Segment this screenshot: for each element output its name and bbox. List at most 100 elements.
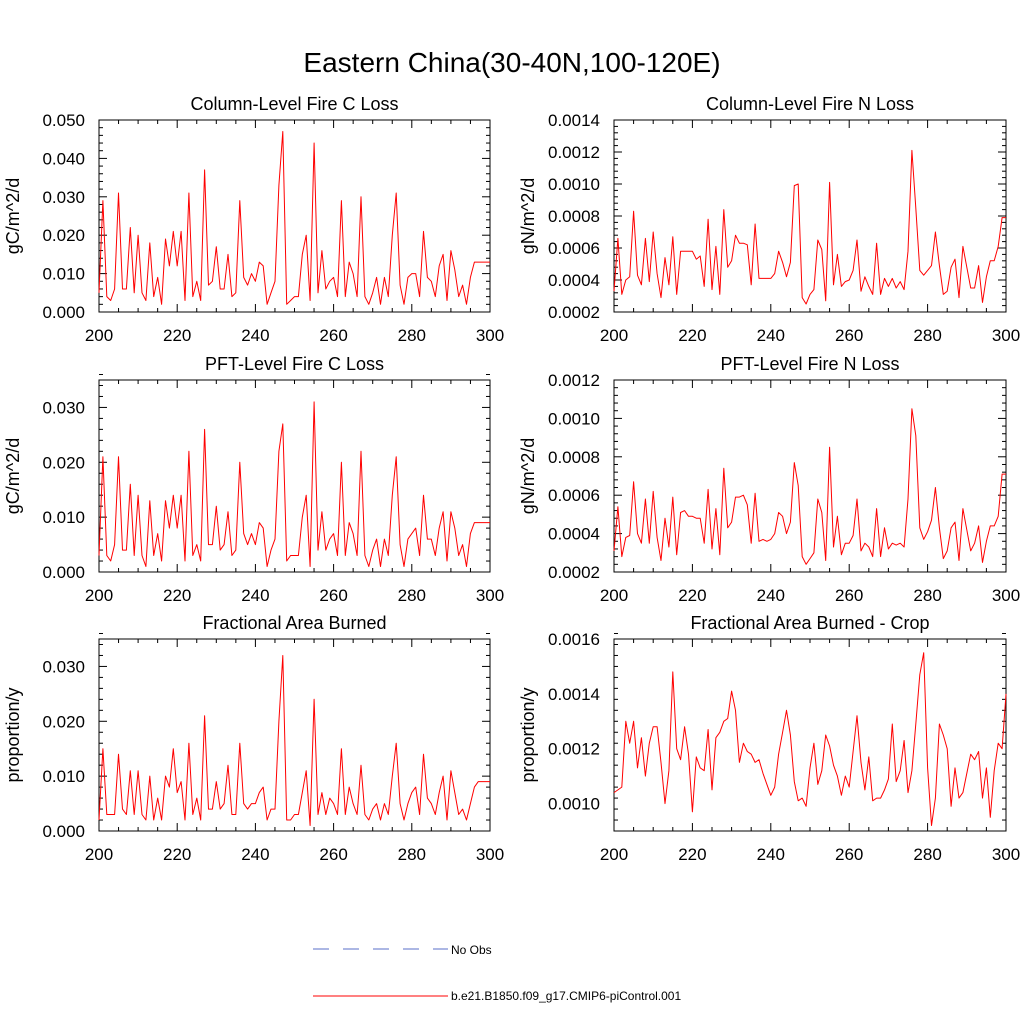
- x-tick-label: 280: [913, 326, 941, 345]
- y-tick-label: 0.0002: [548, 563, 600, 582]
- plot-frame: [98, 638, 491, 832]
- chart-panel: Column-Level Fire C Loss gC/m^2/d 200 220 24…: [3, 94, 504, 345]
- x-tick-label: 200: [600, 326, 628, 345]
- y-tick-label: 0.050: [42, 111, 85, 130]
- legend: No Obs b.e21.B1850.f09_g17.CMIP6-piContr…: [313, 943, 681, 1003]
- y-tick-label: 0.000: [42, 822, 85, 841]
- y-tick-label: 0.0010: [548, 409, 600, 428]
- chart-panel: PFT-Level Fire N Loss gN/m^2/d 200 220 240 26…: [518, 354, 1020, 605]
- chart-panel: Fractional Area Burned proportion/y 200 220…: [3, 613, 504, 864]
- series-line-model: [98, 401, 490, 567]
- y-axis-label: proportion/y: [3, 687, 23, 782]
- x-tick-label: 260: [319, 326, 347, 345]
- y-tick-label: 0.0002: [548, 303, 600, 322]
- y-tick-label: 0.000: [42, 303, 85, 322]
- x-tick-label: 300: [476, 586, 504, 605]
- x-tick-label: 260: [835, 586, 863, 605]
- x-tick-label: 300: [992, 845, 1020, 864]
- x-tick-label: 240: [241, 586, 269, 605]
- panel-title: Column-Level Fire C Loss: [190, 94, 398, 114]
- y-tick-label: 0.040: [42, 149, 85, 168]
- y-tick-label: 0.0006: [548, 239, 600, 258]
- panel-title: Column-Level Fire N Loss: [706, 94, 914, 114]
- plot-frame: [613, 379, 1007, 573]
- y-tick-label: 0.0010: [548, 795, 600, 814]
- x-tick-label: 240: [241, 845, 269, 864]
- series-line-model: [613, 652, 1007, 826]
- x-tick-label: 240: [757, 845, 785, 864]
- y-axis-label: gN/m^2/d: [518, 438, 538, 514]
- y-tick-label: 0.010: [42, 508, 85, 527]
- panels: Column-Level Fire C Loss gC/m^2/d 200 220 24…: [3, 94, 1020, 864]
- y-tick-label: 0.020: [42, 712, 85, 731]
- series-line-model: [98, 131, 490, 305]
- x-tick-label: 220: [678, 326, 706, 345]
- x-tick-label: 300: [476, 845, 504, 864]
- y-tick-label: 0.030: [42, 657, 85, 676]
- y-tick-label: 0.0014: [548, 685, 600, 704]
- y-tick-label: 0.030: [42, 188, 85, 207]
- y-tick-label: 0.0012: [548, 740, 600, 759]
- x-tick-label: 220: [678, 586, 706, 605]
- series-line-model: [98, 655, 490, 826]
- panel-title: Fractional Area Burned - Crop: [690, 613, 929, 633]
- y-tick-label: 0.020: [42, 226, 85, 245]
- y-tick-label: 0.000: [42, 563, 85, 582]
- x-tick-label: 240: [757, 586, 785, 605]
- x-tick-label: 220: [163, 326, 191, 345]
- y-axis-label: gC/m^2/d: [3, 178, 23, 254]
- plot-frame: [613, 638, 1007, 832]
- y-tick-label: 0.0004: [548, 271, 600, 290]
- y-tick-label: 0.0004: [548, 525, 600, 544]
- y-tick-label: 0.0014: [548, 111, 600, 130]
- y-tick-label: 0.0006: [548, 486, 600, 505]
- x-tick-label: 260: [319, 586, 347, 605]
- x-tick-label: 260: [835, 326, 863, 345]
- x-tick-label: 280: [398, 326, 426, 345]
- x-tick-label: 200: [600, 845, 628, 864]
- chart-panel: Column-Level Fire N Loss gN/m^2/d 200 220 24…: [518, 94, 1020, 345]
- x-tick-label: 300: [992, 326, 1020, 345]
- x-tick-label: 200: [85, 845, 113, 864]
- y-tick-label: 0.010: [42, 265, 85, 284]
- x-tick-label: 300: [992, 586, 1020, 605]
- panel-title: PFT-Level Fire C Loss: [205, 354, 384, 374]
- series-line-model: [613, 149, 1006, 305]
- x-tick-label: 280: [913, 586, 941, 605]
- y-tick-label: 0.020: [42, 453, 85, 472]
- y-tick-label: 0.030: [42, 398, 85, 417]
- legend-model-label: b.e21.B1850.f09_g17.CMIP6-piControl.001: [451, 989, 681, 1003]
- x-tick-label: 220: [163, 586, 191, 605]
- x-tick-label: 300: [476, 326, 504, 345]
- x-tick-label: 280: [913, 845, 941, 864]
- y-tick-label: 0.0016: [548, 630, 600, 649]
- y-tick-label: 0.0012: [548, 371, 600, 390]
- x-tick-label: 220: [163, 845, 191, 864]
- panel-title: PFT-Level Fire N Loss: [720, 354, 899, 374]
- plot-frame: [613, 119, 1007, 313]
- x-tick-label: 240: [757, 326, 785, 345]
- chart-panel: Fractional Area Burned - Crop proportion/…: [518, 613, 1020, 864]
- plot-frame: [98, 379, 491, 573]
- legend-no-obs-label: No Obs: [451, 943, 492, 957]
- x-tick-label: 200: [85, 586, 113, 605]
- x-tick-label: 200: [600, 586, 628, 605]
- x-tick-label: 260: [319, 845, 347, 864]
- y-tick-label: 0.0008: [548, 207, 600, 226]
- figure-title: Eastern China(30-40N,100-120E): [303, 47, 720, 78]
- x-tick-label: 240: [241, 326, 269, 345]
- series-line-model: [613, 408, 1006, 565]
- y-axis-label: proportion/y: [518, 687, 538, 782]
- panel-title: Fractional Area Burned: [202, 613, 386, 633]
- y-tick-label: 0.010: [42, 767, 85, 786]
- y-axis-label: gN/m^2/d: [518, 178, 538, 254]
- y-tick-label: 0.0008: [548, 448, 600, 467]
- y-axis-label: gC/m^2/d: [3, 438, 23, 514]
- y-tick-label: 0.0010: [548, 175, 600, 194]
- x-tick-label: 220: [678, 845, 706, 864]
- x-tick-label: 200: [85, 326, 113, 345]
- y-tick-label: 0.0012: [548, 143, 600, 162]
- x-tick-label: 260: [835, 845, 863, 864]
- x-tick-label: 280: [398, 586, 426, 605]
